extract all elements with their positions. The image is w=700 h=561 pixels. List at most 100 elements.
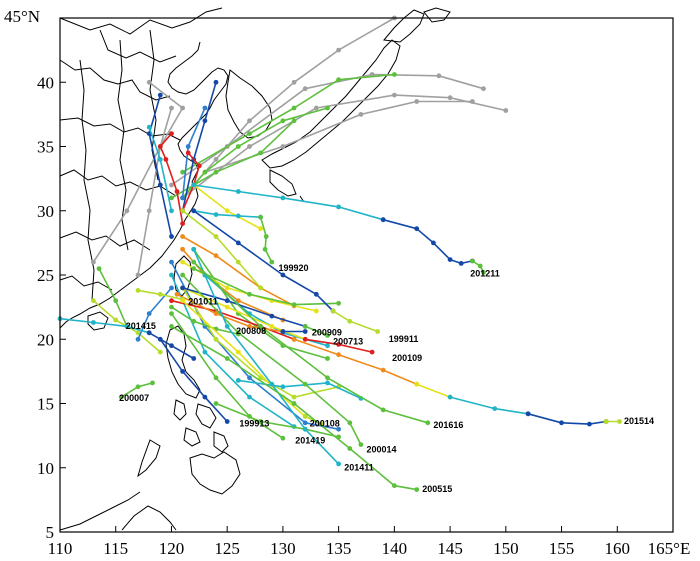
track-point [235,349,241,355]
track-point [291,118,297,124]
track-point [185,150,191,156]
track-point [247,118,252,124]
track-label-201011: 201011 [188,297,218,307]
track-point [247,144,252,149]
track-point [191,318,197,324]
track-point [336,352,341,358]
track-point [191,208,197,214]
y-tick-label: 20 [37,330,54,349]
y-tick-label: 15 [37,395,54,414]
y-tick-label: 45°N [4,7,40,26]
track-segment [259,216,273,263]
map-frame [59,17,674,533]
track-point [135,330,141,336]
track-point [262,246,268,252]
track-point [325,375,330,381]
track-point [135,336,141,342]
track-point [325,105,330,111]
track-point [447,95,453,101]
x-tick-label: 155 [549,539,575,558]
track-point [169,285,174,291]
track-point [191,356,197,361]
track-point [180,195,186,201]
track-point [313,291,319,297]
track-point [336,426,341,432]
track-point [414,226,420,232]
track-segment [415,383,451,398]
track-point [436,73,442,79]
track-point [157,92,163,98]
track-point [157,157,163,162]
track-point [213,336,219,342]
x-tick-label: 135 [326,539,352,558]
track-200007 [118,380,155,400]
background-track-line [137,107,173,276]
x-tick-label: 110 [48,539,73,558]
track-point [157,182,163,188]
track-point [235,213,241,219]
track-point [213,253,219,259]
track-point [302,426,308,432]
track-point [313,308,319,314]
track-label-200014: 200014 [367,444,397,454]
track-segment [170,312,284,440]
track-point [157,291,163,297]
background-track-line [192,184,262,230]
track-point [380,407,386,413]
track-point [414,487,420,492]
track-point [258,214,263,220]
track-point [235,330,241,336]
track-point [169,105,174,111]
track-point [213,311,219,316]
track-segment [181,287,307,328]
background-track-line [181,81,217,212]
track-point [135,288,141,293]
track-point [202,394,208,400]
track-201514 [169,298,622,427]
track-point [325,343,330,349]
track-point [157,144,163,149]
track-point [180,272,186,278]
track-point [347,446,353,451]
track-label-201211: 201211 [470,268,500,278]
track-point [191,246,197,252]
track-point [146,79,152,85]
track-point [336,342,341,347]
track-point [174,189,180,194]
track-point [470,258,475,264]
track-201415 [57,316,197,361]
track-point [224,298,230,304]
track-point [302,86,308,92]
track-200108 [180,298,325,427]
track-point [169,234,174,239]
track-point [280,195,286,201]
track-point [169,182,174,188]
track-point [169,195,174,201]
track-point [146,124,152,130]
track-segment [382,218,474,265]
track-label-200808: 200808 [236,326,266,336]
track-point [224,304,230,310]
track-segment [192,210,262,218]
track-point [235,259,241,265]
track-point [380,367,386,373]
track-point [280,144,286,149]
track-199911 [191,208,380,334]
track-point [291,105,297,111]
track-point [96,266,102,271]
track-point [302,324,308,329]
track-point [447,257,453,262]
track-point [213,234,219,239]
background-track-line [181,152,201,212]
track-point [224,356,230,361]
track-point [191,259,197,265]
track-point [336,461,341,467]
track-point [169,298,174,304]
track-point [291,401,297,406]
track-segment [170,325,418,491]
track-label-200007: 200007 [119,393,149,403]
track-point [392,92,397,98]
track-point [414,99,420,104]
track-segment [304,325,329,337]
